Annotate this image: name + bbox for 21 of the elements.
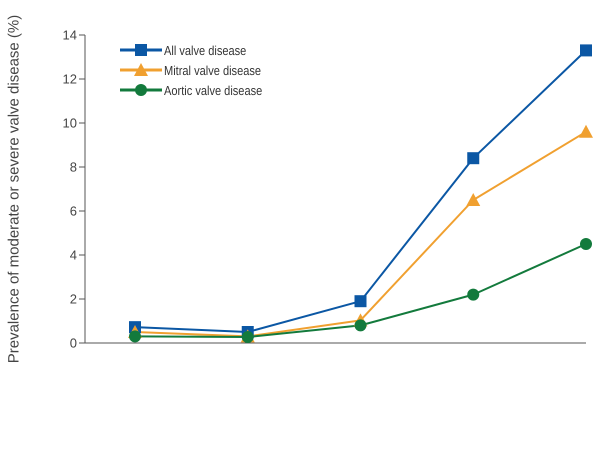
point: [467, 152, 480, 164]
point: [354, 319, 366, 332]
y-tick-label: 10: [62, 116, 77, 131]
point: [580, 44, 592, 56]
legend-label: Mitral valve disease: [164, 62, 262, 78]
y-tick-label: 0: [70, 336, 77, 351]
y-tick-label: 8: [70, 160, 77, 175]
point: [579, 124, 593, 138]
y-tick-label: 6: [70, 204, 77, 219]
y-tick-label: 14: [62, 28, 77, 43]
point: [129, 330, 141, 342]
y-tick-label: 2: [70, 292, 77, 307]
point: [467, 288, 480, 301]
point: [580, 238, 592, 250]
y-axis-title: Prevalence of moderate or severe valve disease (%): [5, 14, 22, 364]
y-tick-label: 12: [62, 72, 77, 87]
point: [354, 295, 366, 308]
legend-label: Aortic valve disease: [164, 82, 262, 98]
point: [466, 193, 480, 206]
legend-label: All valve disease: [164, 42, 246, 58]
y-tick-label: 4: [70, 248, 77, 263]
